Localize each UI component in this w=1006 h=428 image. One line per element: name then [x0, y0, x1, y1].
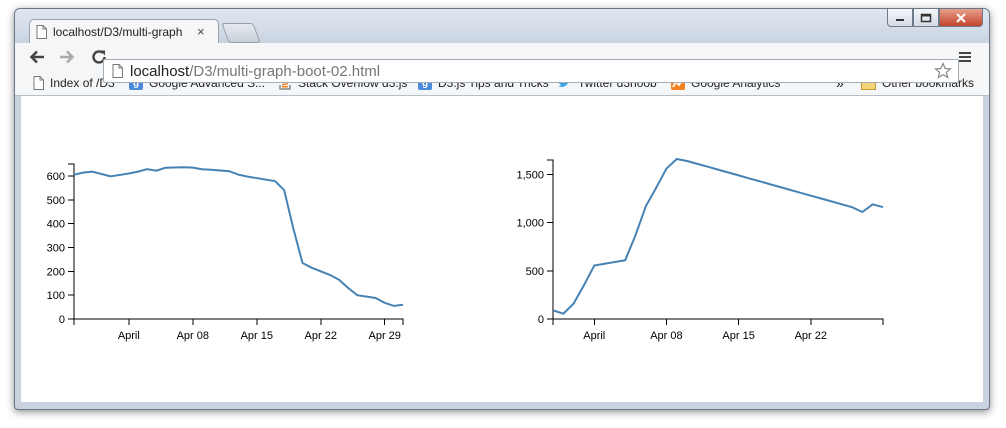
url-path: /D3/multi-graph-boot-02.html [189, 62, 381, 80]
y-tick-label: 600 [47, 171, 65, 183]
address-bar[interactable]: localhost/D3/multi-graph-boot-02.html [103, 59, 959, 83]
data-line [552, 157, 884, 315]
x-axis: April Apr 08 Apr 15 Apr 22 [552, 318, 884, 342]
close-window-button[interactable] [939, 9, 983, 27]
y-tick-label: 300 [47, 242, 65, 254]
y-axis: 0 100 200 300 400 500 600 [47, 163, 75, 326]
page-icon [33, 76, 44, 90]
y-tick-label: 500 [47, 195, 65, 207]
forward-button[interactable] [57, 47, 77, 67]
maximize-button[interactable] [913, 9, 939, 27]
x-axis-line [73, 318, 404, 325]
x-tick-label: Apr 15 [241, 330, 273, 342]
minimize-button[interactable] [887, 9, 913, 27]
back-button[interactable] [27, 47, 47, 67]
x-axis-line [552, 318, 884, 325]
x-tick-label: April [118, 330, 140, 342]
y-axis-line [68, 163, 75, 320]
back-arrow-icon [29, 50, 44, 64]
x-tick-label: Apr 29 [369, 330, 401, 342]
charts-canvas: April Apr 08 Apr 15 Apr 22 Apr 29 0 100 200 300 4… [47, 157, 884, 342]
page-icon [112, 64, 123, 78]
y-tick-label: 1,000 [516, 218, 544, 230]
new-tab-button[interactable] [221, 23, 261, 43]
x-tick-label: Apr 08 [177, 330, 209, 342]
menu-button[interactable] [955, 47, 975, 67]
y-tick-label: 200 [47, 266, 65, 278]
x-tick-label: Apr 22 [305, 330, 337, 342]
y-tick-label: 0 [538, 314, 544, 326]
url-host: localhost [130, 62, 190, 80]
line-chart-right: April Apr 08 Apr 15 Apr 22 0 500 1,000 1,500 [516, 157, 884, 342]
y-axis-line [547, 159, 554, 320]
bookmarks-overflow-button[interactable]: » [836, 75, 844, 91]
tab-title: localhost/D3/multi-graph [53, 24, 183, 39]
tab-close-icon[interactable]: × [197, 24, 205, 39]
x-tick-label: April [583, 330, 605, 342]
y-tick-label: 0 [59, 314, 65, 326]
line-chart-left: April Apr 08 Apr 15 Apr 22 Apr 29 0 100 200 300 4… [47, 163, 404, 342]
window-controls [887, 9, 983, 29]
x-tick-label: Apr 15 [722, 330, 754, 342]
minimize-icon [896, 18, 904, 21]
y-tick-label: 400 [47, 219, 65, 231]
page-content: April Apr 08 Apr 15 Apr 22 Apr 29 0 100 200 300 4… [21, 96, 983, 402]
y-axis: 0 500 1,000 1,500 [516, 159, 554, 326]
url-text: localhost/D3/multi-graph-boot-02.html [130, 63, 380, 80]
y-tick-label: 100 [47, 290, 65, 302]
page-icon [36, 24, 47, 39]
y-tick-label: 500 [526, 266, 544, 278]
browser-tab[interactable]: localhost/D3/multi-graph × [29, 19, 219, 43]
bookmark-star-icon[interactable] [934, 62, 952, 80]
maximize-icon [920, 13, 932, 22]
x-tick-label: Apr 08 [650, 330, 682, 342]
y-tick-label: 1,500 [516, 169, 544, 181]
menu-icon [959, 52, 971, 62]
data-line [73, 166, 404, 307]
x-tick-label: Apr 22 [795, 330, 827, 342]
forward-arrow-icon [60, 50, 75, 64]
x-axis: April Apr 08 Apr 15 Apr 22 Apr 29 [73, 318, 404, 342]
bookmark-label: Index of /D3 [50, 76, 115, 90]
close-icon [956, 12, 966, 23]
bookmark-index-d3[interactable]: Index of /D3 [33, 73, 115, 93]
